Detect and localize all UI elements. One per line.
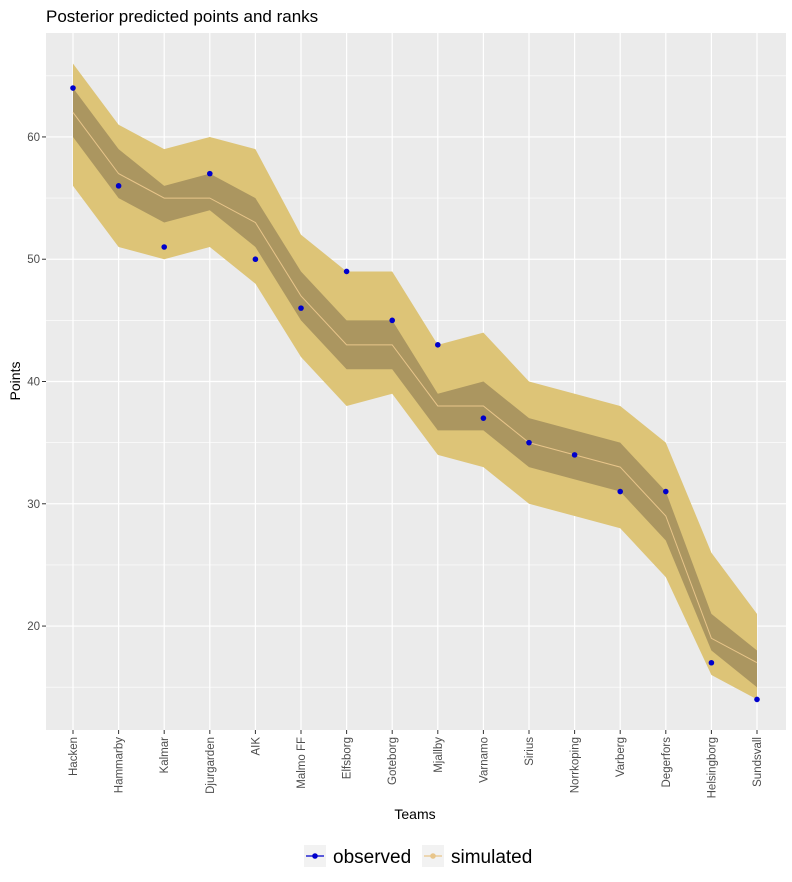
x-tick-label: Djurgarden	[205, 737, 217, 794]
observed-point	[435, 342, 441, 348]
x-tick-label: Malmo FF	[296, 737, 308, 789]
x-tick-label: Varberg	[615, 737, 627, 777]
simulated-line-layer	[72, 112, 758, 664]
observed-point	[663, 488, 669, 495]
observed-point	[526, 439, 532, 446]
observed-point	[252, 256, 259, 263]
axes: 20 30 40 50 60 Hacken Hammarby Kalmar Djurgarden…	[27, 132, 764, 798]
observed-point	[480, 415, 487, 421]
x-tick-label: Mjallby	[433, 737, 445, 773]
y-axis-title: Points	[7, 362, 23, 401]
observed-point	[161, 244, 167, 250]
observed-point	[115, 183, 122, 189]
x-tick-label: Sundsvall	[752, 737, 764, 787]
x-tick-label: Varnamo	[478, 737, 490, 783]
y-tick-label: 20	[27, 621, 40, 633]
x-tick-label: Goteborg	[387, 737, 399, 785]
x-tick-label: Degerfors	[661, 737, 673, 788]
observed-point	[754, 696, 760, 703]
y-tick-label: 50	[27, 254, 40, 266]
x-tick-label: Kalmar	[159, 737, 171, 774]
observed-points	[70, 85, 760, 703]
x-tick-label: Elfsborg	[342, 737, 354, 779]
legend-key-point	[312, 853, 318, 859]
observed-point	[571, 452, 578, 458]
observed-point	[617, 488, 623, 495]
inner-interval-band	[73, 88, 757, 688]
y-tick-label: 60	[27, 132, 40, 144]
x-tick-label: Norrkoping	[570, 737, 582, 793]
observed-point	[708, 659, 715, 666]
x-tick-label: Helsingborg	[706, 737, 718, 798]
legend: observed simulated	[304, 845, 532, 868]
chart-title: Posterior predicted points and ranks	[46, 7, 318, 26]
x-tick-label: AIK	[250, 737, 262, 756]
x-axis-title: Teams	[394, 806, 435, 822]
observed-point	[298, 305, 304, 311]
x-tick-label: Hacken	[68, 737, 80, 776]
observed-point	[70, 85, 76, 91]
observed-point	[343, 268, 350, 275]
legend-label-simulated: simulated	[451, 847, 532, 868]
bands	[73, 63, 757, 700]
simulated-line	[72, 112, 758, 664]
observed-point	[389, 317, 396, 324]
observed-point	[207, 170, 213, 177]
x-tick-label: Sirius	[524, 737, 536, 766]
y-tick-label: 40	[27, 377, 40, 389]
legend-label-observed: observed	[333, 847, 411, 868]
legend-key-point	[430, 853, 436, 859]
x-tick-label: Hammarby	[114, 737, 126, 793]
y-tick-label: 30	[27, 499, 40, 511]
